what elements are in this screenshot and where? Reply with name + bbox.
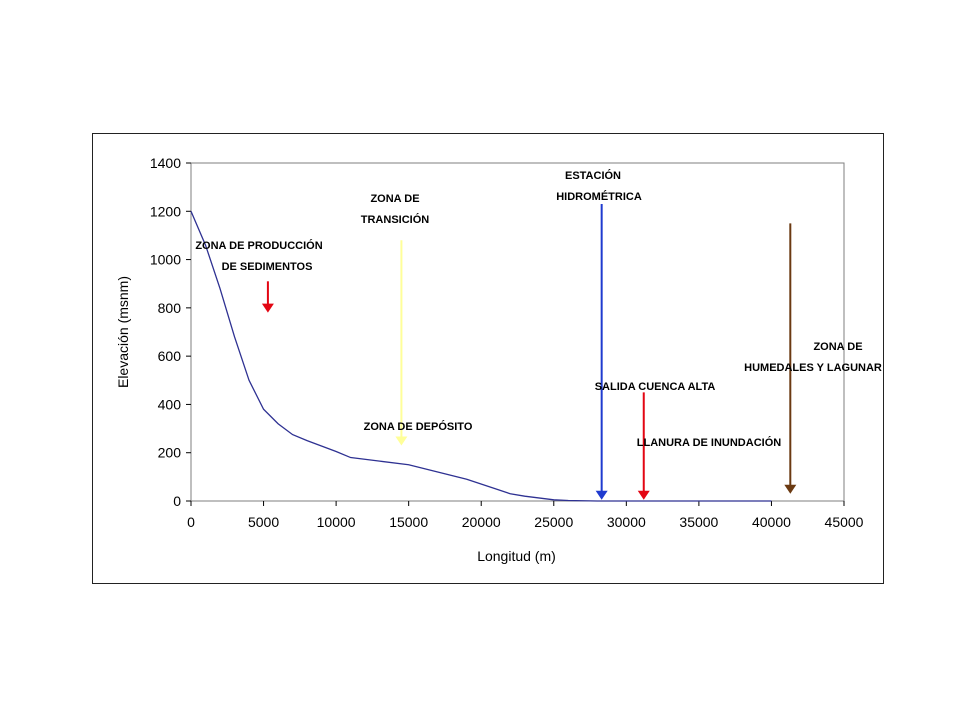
x-tick-label: 15000 (389, 514, 428, 530)
annotation-label: HUMEDALES Y LAGUNAR (744, 362, 882, 374)
annotation-label: DE SEDIMENTOS (222, 261, 313, 273)
x-tick-label: 30000 (607, 514, 646, 530)
x-tick-label: 35000 (679, 514, 718, 530)
y-tick-label: 1200 (150, 203, 181, 219)
x-tick-label: 40000 (752, 514, 791, 530)
y-tick-label: 800 (158, 300, 182, 316)
y-tick-label: 200 (158, 445, 182, 461)
arrow-head (784, 484, 797, 494)
annotation-arrow (261, 281, 274, 313)
annotation-arrow (595, 204, 608, 500)
x-axis-title: Longitud (m) (477, 548, 556, 564)
y-tick-label: 0 (173, 493, 181, 509)
annotation-arrow (637, 392, 650, 500)
y-tick-label: 400 (158, 396, 182, 412)
x-tick-label: 0 (187, 514, 195, 530)
annotation-label: ESTACIÓN (565, 169, 621, 182)
elevation-profile-line (190, 211, 772, 502)
annotation-label: HIDROMÉTRICA (556, 190, 642, 203)
arrow-head (395, 436, 408, 446)
elevation-profile-chart: 0 200 400 600 800 1000 1200 1400 0 5000 10000 15000… (115, 155, 882, 564)
x-tick-label: 5000 (248, 514, 279, 530)
y-tick-label: 1000 (150, 252, 181, 268)
plot-area (190, 162, 845, 502)
x-tick-label: 45000 (825, 514, 864, 530)
annotation-label: SALIDA CUENCA ALTA (595, 381, 716, 393)
annotation-arrow (395, 240, 408, 446)
arrow-head (595, 490, 608, 500)
x-tick-label: 25000 (534, 514, 573, 530)
y-tick-label: 600 (158, 348, 182, 364)
annotation-label: LLANURA DE INUNDACIÓN (637, 436, 781, 449)
x-tick-label: 20000 (462, 514, 501, 530)
annotation-label: ZONA DE (370, 193, 419, 205)
y-tick-label: 1400 (150, 155, 181, 171)
annotation-label: TRANSICIÓN (361, 213, 430, 226)
y-axis-title: Elevación (msnm) (115, 276, 131, 388)
arrow-head (261, 303, 274, 313)
annotation-arrow (784, 223, 797, 494)
annotation-label: ZONA DE PRODUCCIÓN (195, 239, 322, 252)
arrow-head (637, 490, 650, 500)
annotation-label: ZONA DE (813, 341, 862, 353)
annotation-label: ZONA DE DEPÓSITO (364, 420, 473, 433)
chart-frame: 0 200 400 600 800 1000 1200 1400 0 5000 10000 15000… (92, 133, 884, 584)
x-tick-label: 10000 (317, 514, 356, 530)
